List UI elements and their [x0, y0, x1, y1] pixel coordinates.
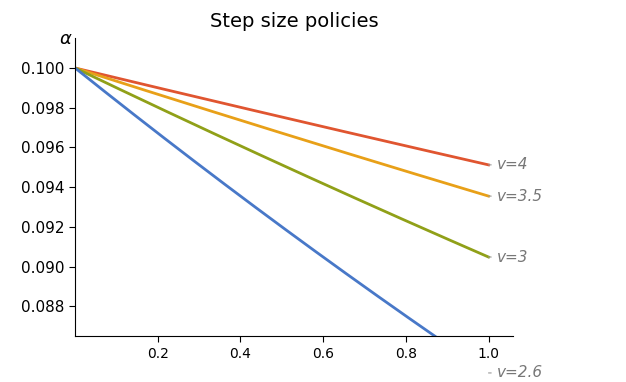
Text: α: α: [59, 30, 71, 48]
Text: v=4: v=4: [488, 157, 528, 172]
Text: v=2.6: v=2.6: [488, 366, 543, 380]
Text: v=3.5: v=3.5: [488, 189, 543, 204]
Title: Step size policies: Step size policies: [210, 12, 379, 31]
Text: v=3: v=3: [488, 249, 528, 264]
